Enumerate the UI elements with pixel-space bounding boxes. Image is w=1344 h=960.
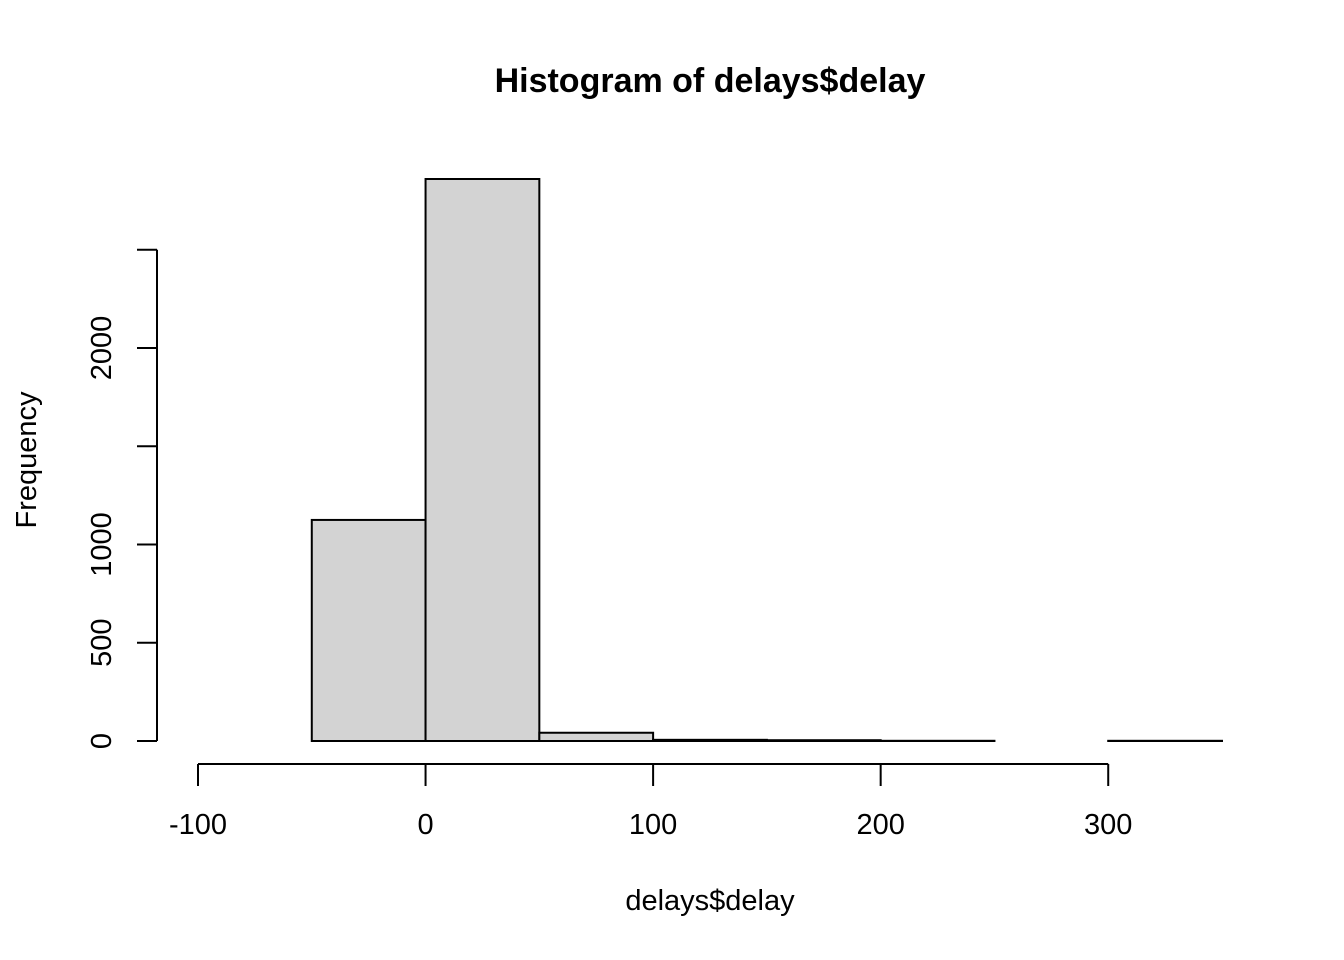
x-tick-label: 200 [856,809,904,841]
x-tick-label: 0 [417,809,433,841]
y-axis: 0 500 1000 2000 [86,248,158,749]
y-tick-label: 1000 [86,512,118,577]
y-tick-label: 500 [86,619,118,667]
bars-group [310,178,1223,743]
histogram-bar [652,738,768,743]
chart-title: Histogram of delays$delay [495,62,926,100]
histogram-bar [424,178,541,742]
histogram-bar [765,739,882,743]
x-tick-label: 100 [629,809,677,841]
y-axis-label: Frequency [11,391,43,529]
histogram-bar [538,731,655,742]
x-tick-label: 300 [1084,809,1132,841]
histogram-bar [310,518,427,743]
x-tick-label: -100 [169,809,227,841]
y-tick-label: 2000 [86,316,118,381]
y-tick-label: 0 [86,733,118,749]
x-axis-label: delays$delay [625,885,795,917]
x-axis: -100 0 100 200 300 [169,763,1132,841]
